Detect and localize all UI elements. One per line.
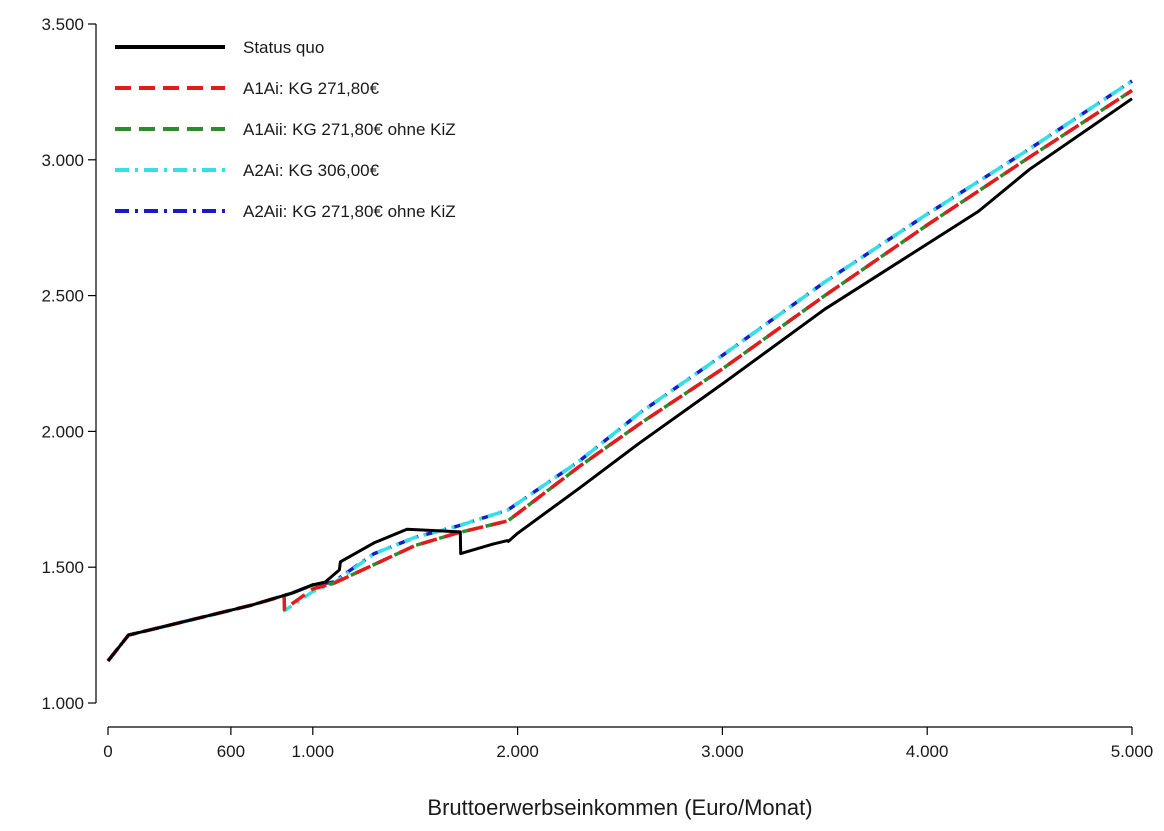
series-line-1 xyxy=(106,97,1133,662)
y-tick-label: 2.500 xyxy=(41,287,84,306)
legend-label: Status quo xyxy=(243,38,324,57)
x-tick-label: 2.000 xyxy=(496,742,539,761)
legend-label: A1Aii: KG 271,80€ ohne KiZ xyxy=(243,120,456,139)
y-tick-label: 1.000 xyxy=(41,694,84,713)
y-tick-label: 3.000 xyxy=(41,151,84,170)
x-tick-label: 3.000 xyxy=(701,742,744,761)
axes: 1.000 1.500 2.000 2.500 3.000 3.500 0 600 1.000 2… xyxy=(41,15,1153,761)
y-tick-label: 3.500 xyxy=(41,15,84,34)
y-tick-label: 1.500 xyxy=(41,558,84,577)
plot-area xyxy=(106,79,1133,662)
legend-label: A2Aii: KG 271,80€ ohne KiZ xyxy=(243,202,456,221)
x-tick-label: 4.000 xyxy=(906,742,949,761)
legend-label: A2Ai: KG 306,00€ xyxy=(243,161,380,180)
x-tick-label: 5.000 xyxy=(1111,742,1154,761)
x-tick-label: 600 xyxy=(217,742,245,761)
legend: Status quo A1Ai: KG 271,80€ A1Aii: KG 271,… xyxy=(115,38,456,221)
x-tick-label: 1.000 xyxy=(292,742,335,761)
x-axis-label: Bruttoerwerbseinkommen (Euro/Monat) xyxy=(427,795,812,820)
series-line-2 xyxy=(106,89,1133,662)
series-line-5 xyxy=(106,79,1133,662)
x-tick-label: 0 xyxy=(103,742,112,761)
y-tick-label: 2.000 xyxy=(41,422,84,441)
legend-label: A1Ai: KG 271,80€ xyxy=(243,79,380,98)
